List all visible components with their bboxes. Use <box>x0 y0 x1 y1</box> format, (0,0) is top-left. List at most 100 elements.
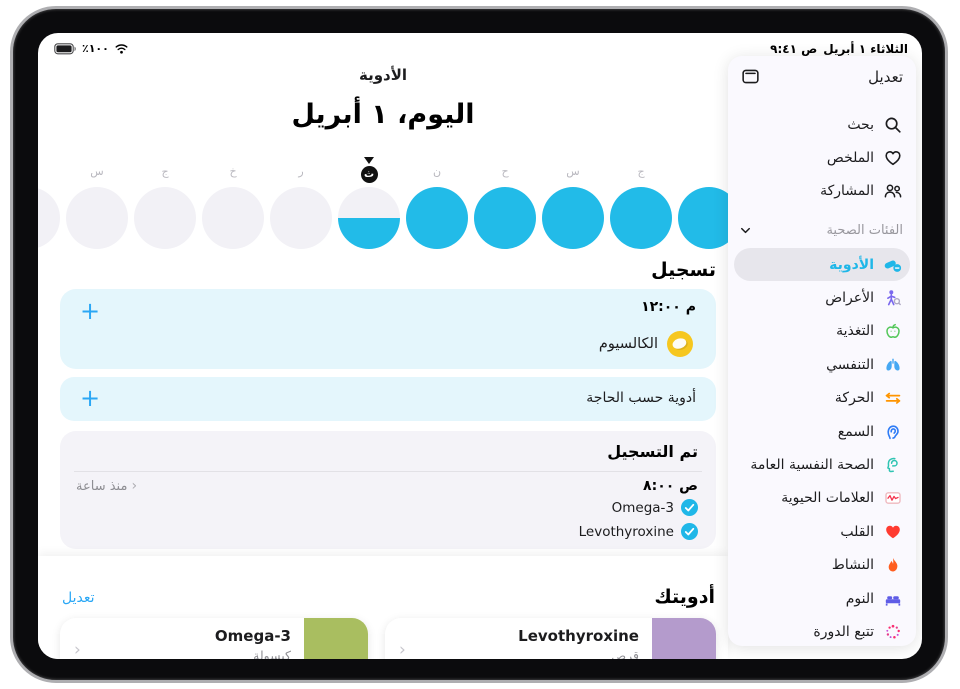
logged-title: تم التسجيل <box>607 442 698 461</box>
sidebar-item-vitals[interactable]: العلامات الحيوية <box>734 482 910 515</box>
log-section-title: تسجيل <box>651 259 716 281</box>
bed-icon <box>885 595 901 606</box>
day-label: ج <box>637 165 645 178</box>
day-label: ن <box>432 165 442 178</box>
symptoms-icon <box>887 290 901 306</box>
day-label: خ <box>229 165 237 178</box>
day-col[interactable]: س <box>66 141 128 249</box>
day-col[interactable]: ج <box>134 141 196 249</box>
status-bar-datetime: ٩:٤١ ص الثلاثاء ١ أبريل <box>770 42 908 56</box>
pills-icon <box>884 260 902 272</box>
status-bar-left: ٪١٠٠ <box>54 42 129 55</box>
divider <box>74 471 702 472</box>
sidebar-item-nutrition[interactable]: التغذية <box>734 315 910 348</box>
check-circle-icon <box>681 523 698 540</box>
day-col[interactable] <box>38 141 60 249</box>
day-label: ر <box>298 165 304 178</box>
logged-ago[interactable]: ‹ منذ ساعة <box>76 478 138 494</box>
sidebar-item-cycle-tracking[interactable]: تتبع الدورة <box>734 615 910 648</box>
check-circle-icon <box>681 499 698 516</box>
day-col[interactable]: ن <box>406 141 468 249</box>
med-card-name: Levothyroxine <box>518 627 639 645</box>
day-col[interactable]: ح <box>474 141 536 249</box>
sidebar-item-sharing[interactable]: المشاركة <box>728 174 916 207</box>
battery-percent: ٪١٠٠ <box>82 42 109 55</box>
sidebar-item-search[interactable]: بحث <box>728 108 916 141</box>
ipad-frame: ٪١٠٠ ٩:٤١ ص الثلاثاء ١ أبريل الأدوية الي… <box>10 6 948 683</box>
sidebar-item-activity[interactable]: النشاط <box>734 549 910 582</box>
as-needed-label: أدوية حسب الحاجة <box>586 390 696 406</box>
sidebar-item-heart[interactable]: القلب <box>734 515 910 548</box>
logged-med-row: Omega-3 <box>612 499 698 516</box>
wifi-icon <box>115 44 128 54</box>
as-needed-card[interactable]: أدوية حسب الحاجة + <box>60 377 716 421</box>
day-label: ج <box>161 165 169 178</box>
calcium-pill-icon <box>667 331 693 357</box>
day-label: س <box>566 165 580 178</box>
sidebar: تعديل بحث الملخص <box>728 56 916 646</box>
vitals-icon <box>885 492 901 505</box>
day-col[interactable]: ج <box>610 141 672 249</box>
battery-icon <box>54 42 76 54</box>
sidebar-item-symptoms[interactable]: الأعراض <box>734 281 910 314</box>
cycle-icon <box>886 624 900 639</box>
logged-time: ٨:٠٠ ص <box>643 478 698 494</box>
your-medications-section: أدويتك تعديل Levothyroxine قرص ‹ Omega-3… <box>38 556 728 659</box>
dose-time: ١٢:٠٠ م <box>641 299 696 315</box>
edit-meds-link[interactable]: تعديل <box>62 590 95 606</box>
day-label: ح <box>501 165 509 178</box>
your-meds-title: أدويتك <box>654 586 715 608</box>
health-categories-section-header[interactable]: الفئات الصحية <box>738 218 903 242</box>
day-col-today[interactable]: ث <box>338 141 400 249</box>
med-card-form: قرص <box>611 648 639 659</box>
apple-icon <box>886 324 900 339</box>
search-icon <box>885 117 901 133</box>
sidebar-item-hearing[interactable]: السمع <box>734 415 910 448</box>
day-col[interactable]: خ <box>202 141 264 249</box>
logged-med-name: Levothyroxine <box>578 523 674 540</box>
mobility-arrows-icon <box>885 392 901 405</box>
chevron-left-icon: ‹ <box>399 640 406 659</box>
med-card-form: كبسولة <box>253 648 291 659</box>
med-photo-thumbnail <box>652 618 716 659</box>
sidebar-item-respiratory[interactable]: التنفسي <box>734 348 910 381</box>
scheduled-dose-card[interactable]: ١٢:٠٠ م + الكالسيوم <box>60 289 716 369</box>
as-needed-add-button[interactable]: + <box>74 382 106 414</box>
med-card-name: Omega-3 <box>214 627 291 645</box>
screen: ٪١٠٠ ٩:٤١ ص الثلاثاء ١ أبريل الأدوية الي… <box>38 33 922 659</box>
today-progress-circle[interactable] <box>338 187 400 249</box>
chevron-down-icon <box>741 227 750 233</box>
today-badge: ث <box>360 166 378 183</box>
logged-card[interactable]: تم التسجيل ٨:٠٠ ص ‹ منذ ساعة Omega-3 Lev… <box>60 431 716 549</box>
chevron-left-icon: ‹ <box>131 478 138 494</box>
logged-med-row: Levothyroxine <box>579 523 698 540</box>
sidebar-item-mobility[interactable]: الحركة <box>734 382 910 415</box>
day-col[interactable]: ر <box>270 141 332 249</box>
sidebar-item-mental-wellbeing[interactable]: الصحة النفسية العامة <box>734 448 910 481</box>
chevron-left-icon: ‹ <box>74 640 81 659</box>
sidebar-toggle-icon[interactable] <box>740 66 761 87</box>
med-card-omega3[interactable]: Omega-3 كبسولة ‹ <box>60 618 368 659</box>
med-name: الكالسيوم <box>598 336 658 352</box>
date-title: اليوم، ١ أبريل <box>291 99 475 130</box>
sidebar-item-summary[interactable]: الملخص <box>728 141 916 174</box>
log-dose-add-button[interactable]: + <box>74 295 106 327</box>
sidebar-item-sleep[interactable]: النوم <box>734 582 910 615</box>
status-date: الثلاثاء ١ أبريل <box>823 42 908 56</box>
status-time: ٩:٤١ ص <box>770 42 818 56</box>
flame-icon <box>888 558 898 572</box>
page-title: الأدوية <box>358 66 408 84</box>
week-day-selector: س ج خ ر ث ن ح <box>38 141 740 249</box>
people-icon <box>884 184 902 198</box>
med-photo-thumbnail <box>304 618 368 659</box>
sidebar-edit-button[interactable]: تعديل <box>868 67 903 86</box>
lungs-icon <box>886 358 900 371</box>
day-label: س <box>90 165 104 178</box>
ear-icon <box>887 425 899 439</box>
logged-med-name: Omega-3 <box>611 499 674 516</box>
med-card-levothyroxine[interactable]: Levothyroxine قرص ‹ <box>385 618 716 659</box>
day-col[interactable]: س <box>542 141 604 249</box>
sidebar-item-medications[interactable]: الأدوية <box>734 248 910 282</box>
heart-outline-icon <box>885 150 901 165</box>
